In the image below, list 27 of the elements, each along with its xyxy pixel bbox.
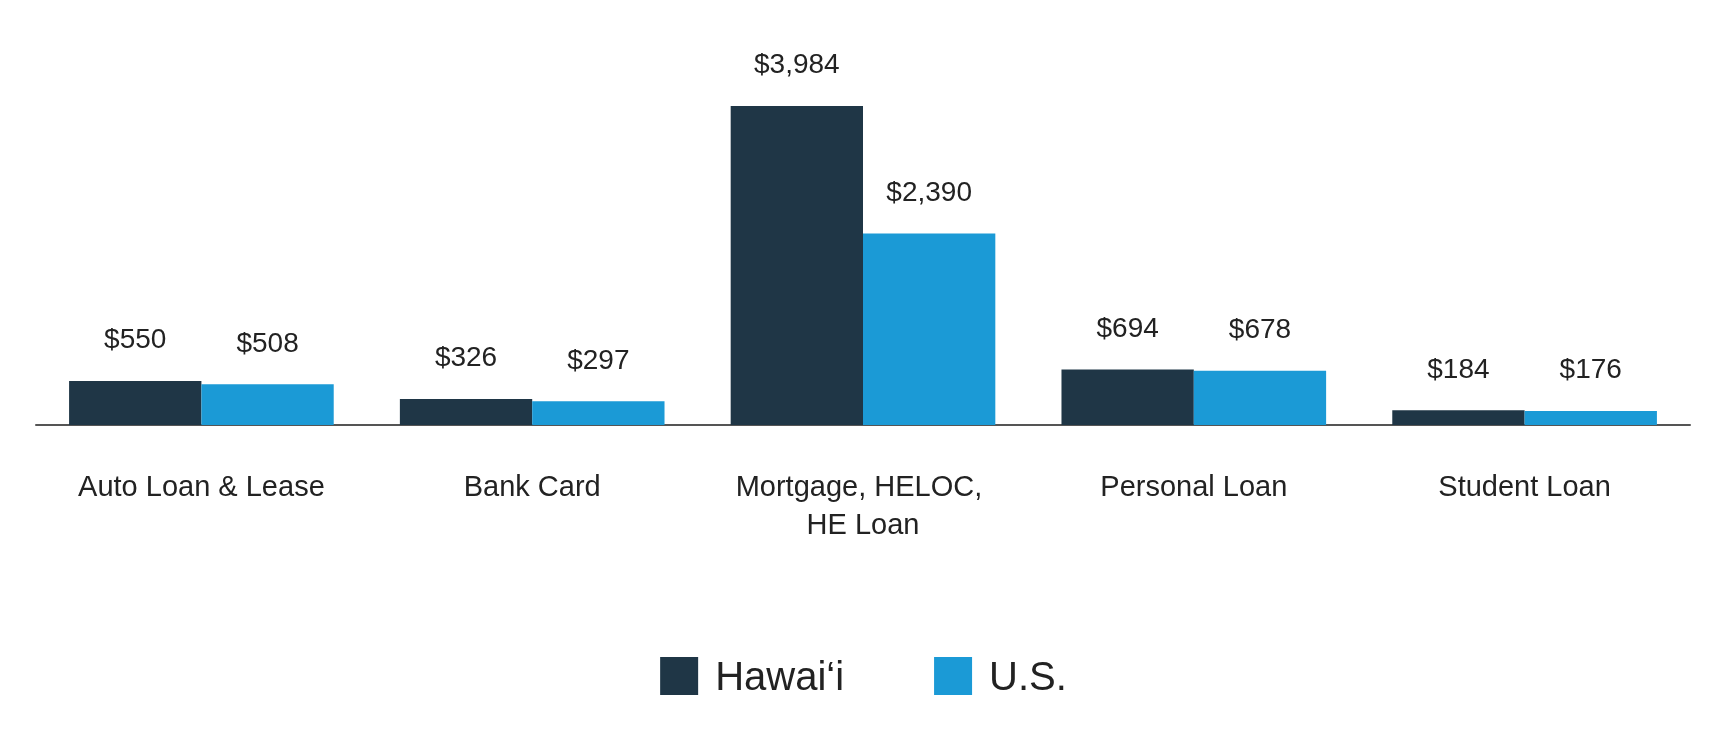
- data-label: $3,984: [754, 48, 840, 80]
- data-label: $550: [104, 323, 167, 355]
- bar: [730, 105, 863, 425]
- bar: [532, 401, 665, 425]
- bar: [201, 384, 334, 425]
- bar: [1061, 369, 1194, 425]
- data-label: $297: [567, 343, 630, 375]
- x-tick-label: Student Loan: [1438, 470, 1611, 502]
- bar: [863, 233, 996, 425]
- x-tick-label: Auto Loan & Lease: [78, 470, 325, 502]
- legend-label: Hawai‘i: [715, 654, 845, 698]
- bar: [1193, 370, 1327, 425]
- x-tick-label: Personal Loan: [1100, 470, 1288, 502]
- data-label: $184: [1427, 352, 1490, 384]
- bar: [399, 398, 533, 425]
- x-tick-label: Mortgage, HELOC, HE Loan: [735, 470, 991, 540]
- data-label: $694: [1096, 311, 1159, 343]
- bar: [1392, 410, 1525, 425]
- legend-label: U.S.: [989, 654, 1067, 698]
- data-label: $326: [434, 341, 498, 373]
- bar: [69, 380, 202, 425]
- data-label: $2,390: [886, 176, 972, 208]
- bar: [1524, 410, 1657, 425]
- x-tick-label: Bank Card: [463, 470, 601, 502]
- data-label: $678: [1228, 313, 1292, 345]
- data-label: $508: [236, 326, 299, 358]
- data-label: $176: [1559, 353, 1622, 385]
